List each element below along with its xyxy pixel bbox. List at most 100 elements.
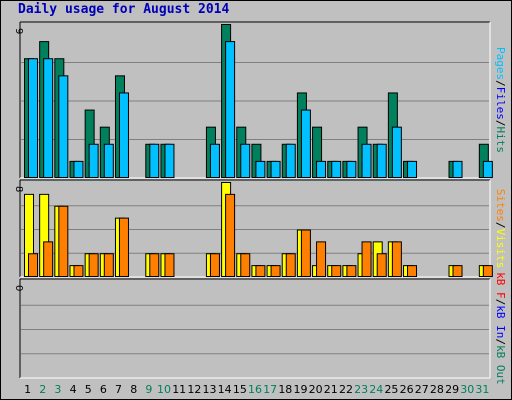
visits-sites-bar-sites: [88, 253, 99, 277]
x-tick-label: 26: [400, 383, 414, 396]
visits-sites-ymax-label: 8: [13, 186, 24, 192]
visits-sites-bar-sites: [43, 241, 54, 277]
x-tick-label: 25: [384, 383, 398, 396]
x-tick-label: 13: [203, 383, 217, 396]
x-tick-label: 15: [233, 383, 247, 396]
hits-files-pages-bar-files: [255, 160, 266, 178]
x-tick-label: 24: [369, 383, 383, 396]
visits-sites-bar-sites: [316, 241, 327, 277]
hits-files-pages-bar-files: [482, 160, 493, 178]
hits-files-pages-bar-files: [118, 92, 129, 178]
hits-files-pages-bar-files: [164, 143, 175, 178]
hits-files-pages-bar-files: [285, 143, 296, 178]
x-tick-label: 21: [324, 383, 338, 396]
hits-files-pages-bar-files: [58, 75, 69, 178]
visits-sites-bar-sites: [73, 265, 84, 277]
visits-sites-bar-sites: [28, 253, 38, 277]
label-part: /: [494, 338, 507, 345]
visits-sites-bar-sites: [255, 265, 266, 277]
hits-files-pages-bar-files: [240, 143, 251, 178]
x-tick-label: 1: [24, 383, 31, 396]
visits-sites-bar-sites: [407, 265, 418, 277]
hits-files-pages-ymax-label: 9: [13, 28, 24, 34]
visits-sites-bar-sites: [240, 253, 251, 277]
x-tick-label: 30: [460, 383, 474, 396]
hits-files-pages-bar-files: [300, 109, 311, 178]
hits-files-pages-bar-files: [452, 160, 463, 178]
kb-ymax-label: 0: [13, 285, 24, 291]
visits-sites-bar-sites: [331, 265, 342, 277]
hits-files-pages-bar-files: [331, 160, 342, 178]
visits-sites-bar-sites: [58, 205, 69, 277]
label-part: kB In: [494, 305, 507, 338]
x-tick-label: 23: [354, 383, 368, 396]
hits-files-pages-bar-files: [149, 143, 160, 178]
hits-files-pages-bar-files: [225, 41, 236, 178]
x-tick-label: 31: [475, 383, 489, 396]
chart-title: Daily usage for August 2014: [18, 2, 230, 17]
hits-files-pages-bar-files: [43, 58, 54, 178]
x-tick-label: 14: [218, 383, 232, 396]
visits-sites-bar-sites: [225, 193, 236, 277]
visits-sites-bar-sites: [103, 253, 114, 277]
x-tick-label: 4: [70, 383, 77, 396]
x-tick-label: 7: [115, 383, 122, 396]
hits-files-pages-bar-files: [28, 58, 38, 178]
visits-sites-bar-sites: [376, 253, 387, 277]
x-tick-label: 17: [263, 383, 277, 396]
x-tick-label: 29: [445, 383, 459, 396]
x-tick-label: 27: [415, 383, 429, 396]
x-tick-label: 19: [293, 383, 307, 396]
x-tick-label: 9: [145, 383, 152, 396]
hits-files-pages-bar-files: [361, 143, 372, 178]
label-part: kB F: [494, 272, 507, 299]
hits-files-pages-bar-files: [209, 143, 220, 178]
label-part: /: [494, 299, 507, 306]
label-part: /: [494, 120, 507, 127]
hits-files-pages-bar-files: [407, 160, 418, 178]
visits-sites-bar-sites: [285, 253, 296, 277]
x-tick-label: 11: [172, 383, 186, 396]
visits-sites-bar-sites: [300, 229, 311, 277]
kb-axis-label: kB F/kB In/kB Out: [494, 272, 507, 385]
visits-sites-bar-sites: [270, 265, 281, 277]
visits-sites-bar-sites: [452, 265, 463, 277]
hits-files-pages-bar-files: [316, 160, 327, 178]
label-part: Sites: [494, 189, 507, 222]
hits-files-pages-bar-files: [88, 143, 99, 178]
visits-sites-bar-sites: [209, 253, 220, 277]
x-tick-label: 2: [39, 383, 46, 396]
visits-sites-bar-sites: [361, 241, 372, 277]
x-tick-label: 20: [309, 383, 323, 396]
hits-files-pages-bar-files: [376, 143, 387, 178]
kb-panel: [20, 279, 490, 378]
hits-files-pages-bar-files: [103, 143, 114, 178]
label-part: kB Out: [494, 345, 507, 385]
x-tick-label: 16: [248, 383, 262, 396]
hits-files-pages-bar-files: [270, 160, 281, 178]
label-part: Visits: [494, 229, 507, 269]
x-tick-label: 6: [100, 383, 107, 396]
label-part: /: [494, 222, 507, 229]
x-tick-label: 10: [157, 383, 171, 396]
hits-files-pages-axis-label: Pages/Files/Hits: [494, 47, 507, 153]
visits-sites-bar-sites: [346, 265, 357, 277]
label-part: Hits: [494, 127, 507, 154]
hits-files-pages-bar-files: [73, 160, 84, 178]
hits-files-pages-bar-files: [391, 126, 402, 178]
x-tick-label: 5: [85, 383, 92, 396]
label-part: /: [494, 80, 507, 87]
visits-sites-bar-sites: [118, 217, 129, 277]
visits-sites-bar-sites: [482, 265, 493, 277]
x-tick-label: 18: [278, 383, 292, 396]
x-tick-label: 3: [54, 383, 61, 396]
visits-sites-bar-sites: [164, 253, 175, 277]
x-tick-label: 12: [187, 383, 201, 396]
x-tick-label: 22: [339, 383, 353, 396]
x-tick-label: 28: [430, 383, 444, 396]
x-tick-label: 8: [130, 383, 137, 396]
visits-sites-bar-sites: [149, 253, 160, 277]
visits-sites-axis-label: Sites/Visits: [494, 189, 507, 269]
label-part: Pages: [494, 47, 507, 80]
